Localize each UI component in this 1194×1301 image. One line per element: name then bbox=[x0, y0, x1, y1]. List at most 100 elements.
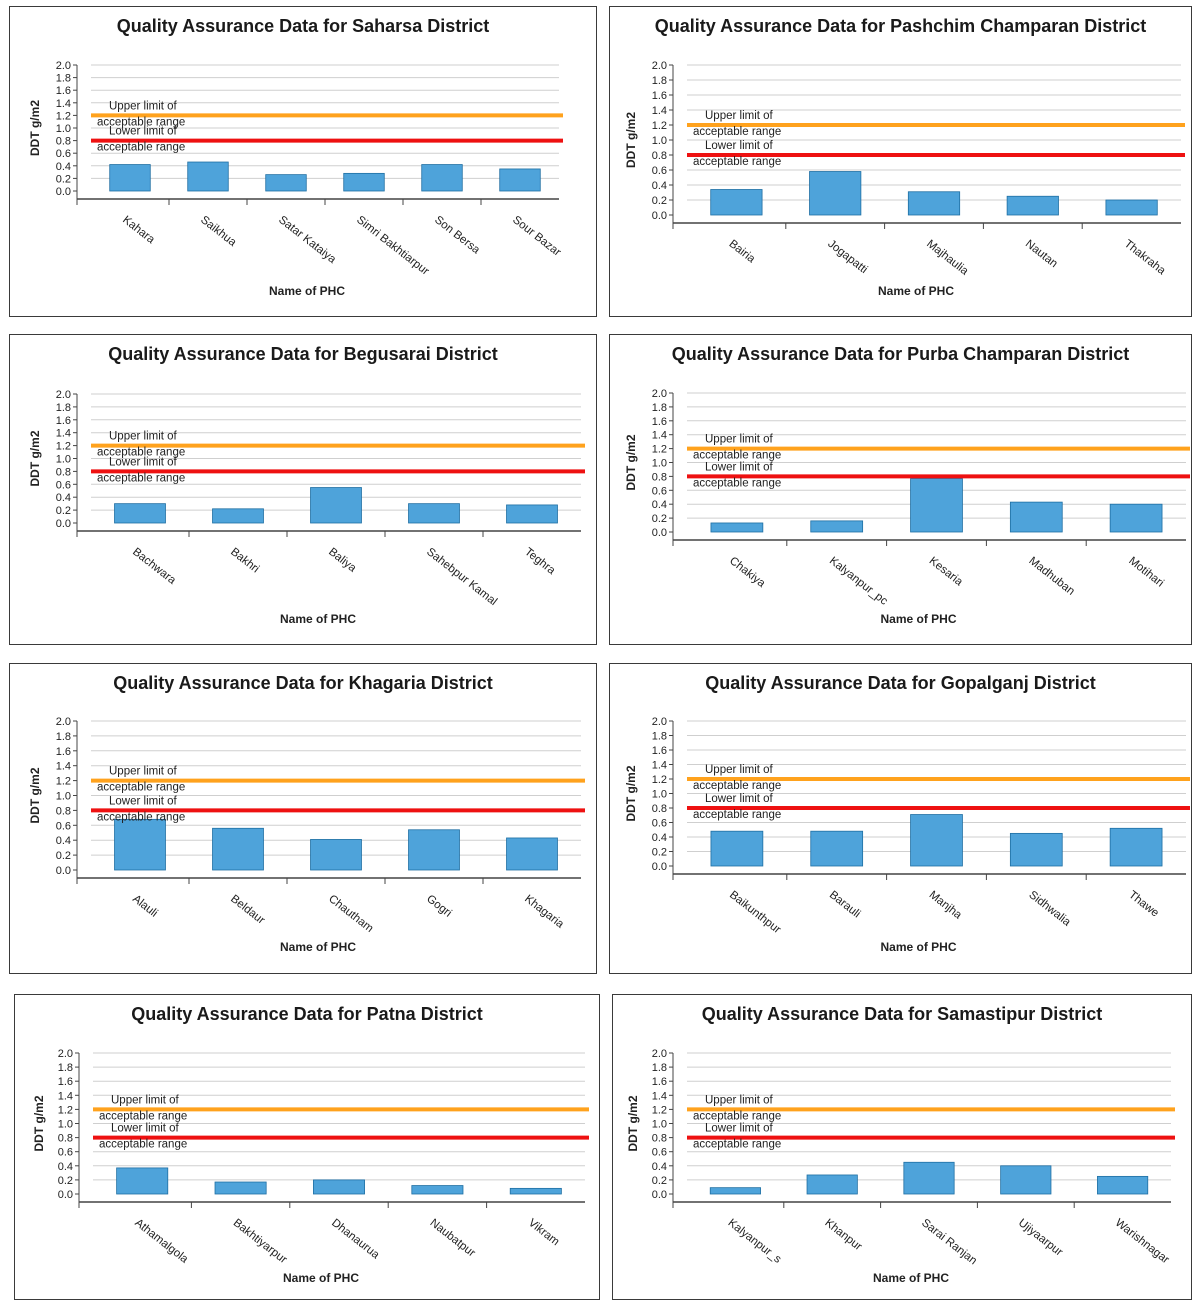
y-tick-label: 2.0 bbox=[56, 716, 71, 728]
bar-teghra bbox=[506, 504, 558, 524]
x-tick-label: Satar Kataiya bbox=[276, 214, 338, 266]
y-tick-label: 0.2 bbox=[652, 847, 667, 859]
bar-bachwara bbox=[114, 503, 166, 524]
chart-panel-khagaria: Quality Assurance Data for Khagaria Dist… bbox=[9, 663, 597, 974]
bar-saikhua bbox=[187, 161, 229, 192]
lower-limit-label: Lower limit of bbox=[705, 793, 774, 805]
bar-ujiyaarpur bbox=[1000, 1165, 1052, 1195]
bar-khanpur bbox=[806, 1174, 858, 1195]
x-tick-label: Kalyanpur_s bbox=[726, 1217, 784, 1266]
y-tick-label: 1.8 bbox=[58, 1062, 73, 1074]
x-tick-label: Baikunthpur bbox=[727, 889, 783, 936]
x-tick-label: Manjha bbox=[927, 889, 965, 922]
y-tick-label: 1.0 bbox=[652, 458, 667, 470]
y-tick-label: 0.8 bbox=[652, 1133, 667, 1145]
y-tick-label: 0.8 bbox=[58, 1133, 73, 1145]
chart-svg: Quality Assurance Data for Gopalganj Dis… bbox=[624, 673, 1190, 954]
y-tick-label: 1.6 bbox=[56, 85, 71, 97]
bar-chakiya bbox=[710, 522, 764, 533]
y-tick-label: 0.2 bbox=[652, 1175, 667, 1187]
x-tick-label: Baliya bbox=[326, 546, 359, 575]
x-tick-label: Kahara bbox=[120, 214, 157, 247]
y-tick-label: 0.2 bbox=[652, 513, 667, 525]
y-tick-label: 0.6 bbox=[56, 479, 71, 491]
x-tick-label: Simri Bakhtiarpur bbox=[354, 214, 431, 278]
y-tick-label: 1.4 bbox=[56, 98, 71, 110]
x-tick-label: Barauli bbox=[827, 889, 863, 921]
bar-jogapatti bbox=[809, 171, 862, 216]
x-tick-label: Warishnagar bbox=[1113, 1217, 1172, 1266]
bar-baliya bbox=[310, 487, 362, 524]
bar-motihari bbox=[1109, 503, 1163, 533]
bar-kalyanpur-s bbox=[709, 1187, 761, 1195]
y-tick-label: 0.4 bbox=[58, 1161, 73, 1173]
chart-svg: Quality Assurance Data for Purba Champar… bbox=[624, 344, 1190, 626]
x-tick-label: Khanpur bbox=[822, 1217, 864, 1253]
x-tick-label: Sarai Ranjan bbox=[919, 1217, 979, 1267]
x-axis-title: Name of PHC bbox=[280, 940, 356, 954]
x-tick-label: Kesaria bbox=[927, 555, 966, 589]
chart-svg: Quality Assurance Data for Begusarai Dis… bbox=[28, 344, 585, 626]
y-tick-label: 0.4 bbox=[652, 180, 667, 192]
y-tick-label: 0.2 bbox=[58, 1175, 73, 1187]
chart-panel-saharsa: Quality Assurance Data for Saharsa Distr… bbox=[9, 6, 597, 317]
lower-limit-label: Lower limit of bbox=[705, 1123, 774, 1135]
lower-limit-label: acceptable range bbox=[97, 811, 185, 823]
x-tick-label: Saikhua bbox=[198, 214, 239, 249]
bar-chautham bbox=[310, 839, 362, 871]
upper-limit-label: Upper limit of bbox=[111, 1094, 180, 1106]
x-tick-label: Teghra bbox=[522, 546, 558, 577]
bar-bairia bbox=[710, 189, 763, 216]
upper-limit-label: Upper limit of bbox=[705, 110, 774, 122]
y-tick-label: 0.8 bbox=[56, 136, 71, 148]
bar-dhanaurua bbox=[313, 1179, 365, 1195]
lower-limit-label: Lower limit of bbox=[109, 126, 178, 138]
chart-title: Quality Assurance Data for Begusarai Dis… bbox=[108, 344, 497, 364]
y-tick-label: 1.2 bbox=[652, 1104, 667, 1116]
y-tick-label: 1.4 bbox=[56, 428, 71, 440]
upper-limit-label: acceptable range bbox=[693, 780, 781, 792]
bar-alauli bbox=[114, 818, 166, 871]
lower-limit-label: acceptable range bbox=[97, 472, 185, 484]
lower-limit-label: acceptable range bbox=[99, 1139, 187, 1151]
y-tick-label: 1.4 bbox=[652, 105, 667, 117]
bar-sour-bazar bbox=[499, 168, 541, 192]
y-tick-label: 2.0 bbox=[652, 388, 667, 400]
upper-limit-label: acceptable range bbox=[97, 447, 185, 459]
lower-limit-label: Lower limit of bbox=[705, 461, 774, 473]
y-tick-label: 0.4 bbox=[56, 835, 71, 847]
x-axis-title: Name of PHC bbox=[880, 940, 956, 954]
x-tick-label: Thakraha bbox=[1122, 238, 1168, 278]
y-tick-label: 1.8 bbox=[652, 1062, 667, 1074]
y-tick-label: 0.0 bbox=[56, 865, 71, 877]
lower-limit-label: Lower limit of bbox=[111, 1123, 180, 1135]
bar-bakhtiyarpur bbox=[214, 1181, 267, 1195]
bar-satar-kataiya bbox=[265, 174, 307, 192]
bar-nautan bbox=[1006, 195, 1059, 216]
y-tick-label: 0.0 bbox=[56, 186, 71, 198]
y-tick-label: 0.8 bbox=[652, 150, 667, 162]
lower-limit-label: Lower limit of bbox=[705, 140, 774, 152]
y-tick-label: 0.4 bbox=[652, 832, 667, 844]
chart-title: Quality Assurance Data for Gopalganj Dis… bbox=[705, 673, 1095, 693]
y-tick-label: 0.6 bbox=[58, 1147, 73, 1159]
y-tick-label: 1.2 bbox=[652, 774, 667, 786]
y-tick-label: 1.0 bbox=[652, 789, 667, 801]
lower-limit-label: acceptable range bbox=[693, 477, 781, 489]
chart-svg: Quality Assurance Data for Patna Distric… bbox=[32, 1004, 589, 1285]
upper-limit-label: acceptable range bbox=[97, 782, 185, 794]
y-axis-title: DDT g/m2 bbox=[32, 1095, 46, 1151]
y-tick-label: 1.8 bbox=[652, 402, 667, 414]
x-tick-label: Madhuban bbox=[1026, 555, 1076, 598]
y-tick-label: 1.2 bbox=[56, 441, 71, 453]
x-tick-label: Bakhri bbox=[228, 546, 261, 576]
y-tick-label: 0.0 bbox=[58, 1189, 73, 1201]
y-tick-label: 0.8 bbox=[56, 805, 71, 817]
x-tick-label: Sahebpur Kamal bbox=[424, 546, 499, 608]
y-tick-label: 1.4 bbox=[652, 1090, 667, 1102]
bar-vikram bbox=[509, 1187, 562, 1195]
lower-limit-label: Lower limit of bbox=[109, 795, 178, 807]
y-tick-label: 1.2 bbox=[652, 444, 667, 456]
y-tick-label: 0.4 bbox=[652, 499, 667, 511]
upper-limit-label: acceptable range bbox=[99, 1110, 187, 1122]
